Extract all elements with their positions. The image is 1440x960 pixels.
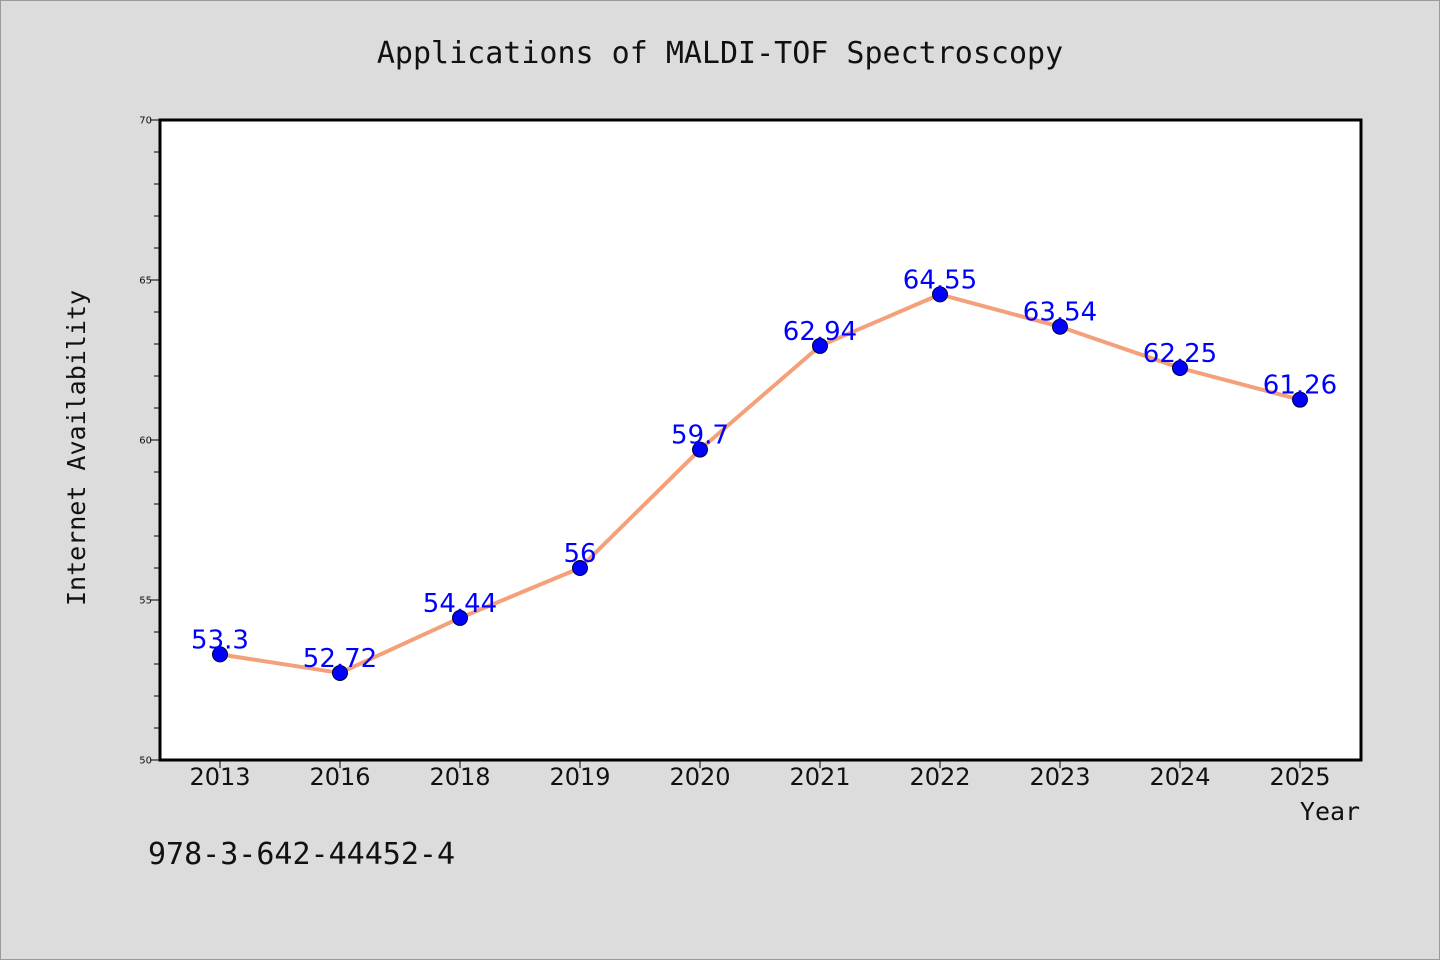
x-tick-label: 2019 xyxy=(549,763,610,791)
data-point xyxy=(332,664,348,681)
series-markers xyxy=(212,286,1308,681)
x-tick-label: 2024 xyxy=(1149,763,1210,791)
x-tick-label: 2023 xyxy=(1029,763,1090,791)
data-point xyxy=(1292,391,1308,408)
data-point xyxy=(212,646,228,663)
data-label: 54.44 xyxy=(423,589,497,619)
x-axis-ticks: 2013 2016 2018 2019 2020 2021 2022 2023 2024 2025 xyxy=(189,761,1331,791)
data-label: 59.7 xyxy=(671,421,729,451)
y-minor-ticks xyxy=(154,151,159,729)
data-labels: 53.3 52.72 54.44 56 59.7 62.94 64.55 63.54 62.25… xyxy=(191,265,1337,674)
y-axis-label: Internet Availability xyxy=(62,290,91,606)
data-label: 52.72 xyxy=(303,644,377,674)
data-label: 61.26 xyxy=(1263,371,1337,401)
data-point xyxy=(1052,318,1068,335)
x-tick-label: 2016 xyxy=(309,763,370,791)
y-tick-label: 65 xyxy=(139,276,152,287)
x-tick-label: 2021 xyxy=(789,763,850,791)
y-tick-label: 70 xyxy=(139,116,152,127)
y-axis-ticks: 50 55 60 65 70 xyxy=(139,116,159,767)
y-tick-label: 60 xyxy=(139,436,152,447)
data-point xyxy=(812,337,828,354)
x-tick-label: 2020 xyxy=(669,763,730,791)
x-tick-label: 2018 xyxy=(429,763,490,791)
data-label: 56 xyxy=(563,539,596,569)
data-point xyxy=(692,441,708,458)
x-tick-label: 2013 xyxy=(189,763,250,791)
x-tick-label: 2022 xyxy=(909,763,970,791)
plot-area xyxy=(158,118,1363,762)
series-line xyxy=(219,292,1301,675)
y-tick-label: 55 xyxy=(139,596,152,607)
data-point xyxy=(452,609,468,626)
x-axis-label: Year xyxy=(1300,797,1360,826)
x-tick-label: 2025 xyxy=(1269,763,1330,791)
data-label: 64.55 xyxy=(903,265,977,295)
data-label: 53.3 xyxy=(191,625,249,655)
isbn-footnote: 978-3-642-44452-4 xyxy=(148,837,455,872)
data-point xyxy=(932,286,948,303)
data-point xyxy=(572,560,588,576)
chart-title: Applications of MALDI-TOF Spectroscopy xyxy=(377,36,1063,71)
data-label: 63.54 xyxy=(1023,298,1097,328)
y-tick-label: 50 xyxy=(139,756,152,767)
data-point xyxy=(1172,360,1188,376)
data-label: 62.25 xyxy=(1143,339,1217,369)
data-label: 62.94 xyxy=(783,317,857,347)
